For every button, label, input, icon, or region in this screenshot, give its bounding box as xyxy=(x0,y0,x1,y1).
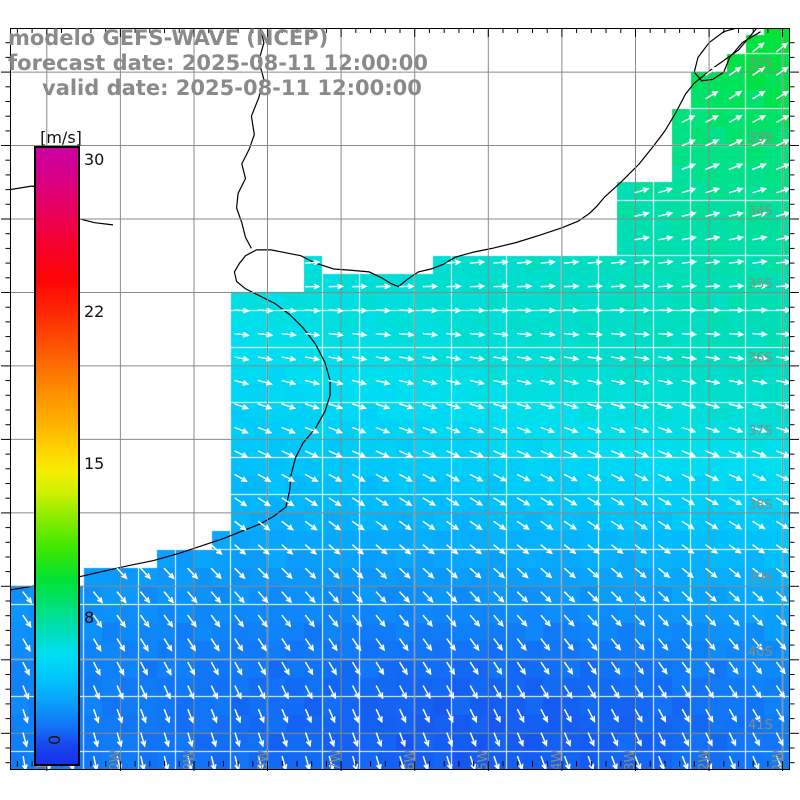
colorbar-tick-30: 30 xyxy=(84,150,105,169)
wind-speed-field xyxy=(10,28,790,770)
colorbar-tick-22: 22 xyxy=(84,302,105,321)
right-tick-ruler xyxy=(789,42,799,764)
colorbar[interactable] xyxy=(34,146,80,766)
colorbar-zero-label: 0 xyxy=(45,734,64,745)
map-plot-area[interactable]: 61W60W59W58W57W56W55W54W53W52W51W32S33S3… xyxy=(10,28,790,770)
colorbar-unit-label: [m/s] xyxy=(40,128,82,147)
colorbar-tick-8: 8 xyxy=(84,608,95,627)
colorbar-gradient xyxy=(34,146,80,766)
colorbar-tick-15: 15 xyxy=(84,454,105,473)
